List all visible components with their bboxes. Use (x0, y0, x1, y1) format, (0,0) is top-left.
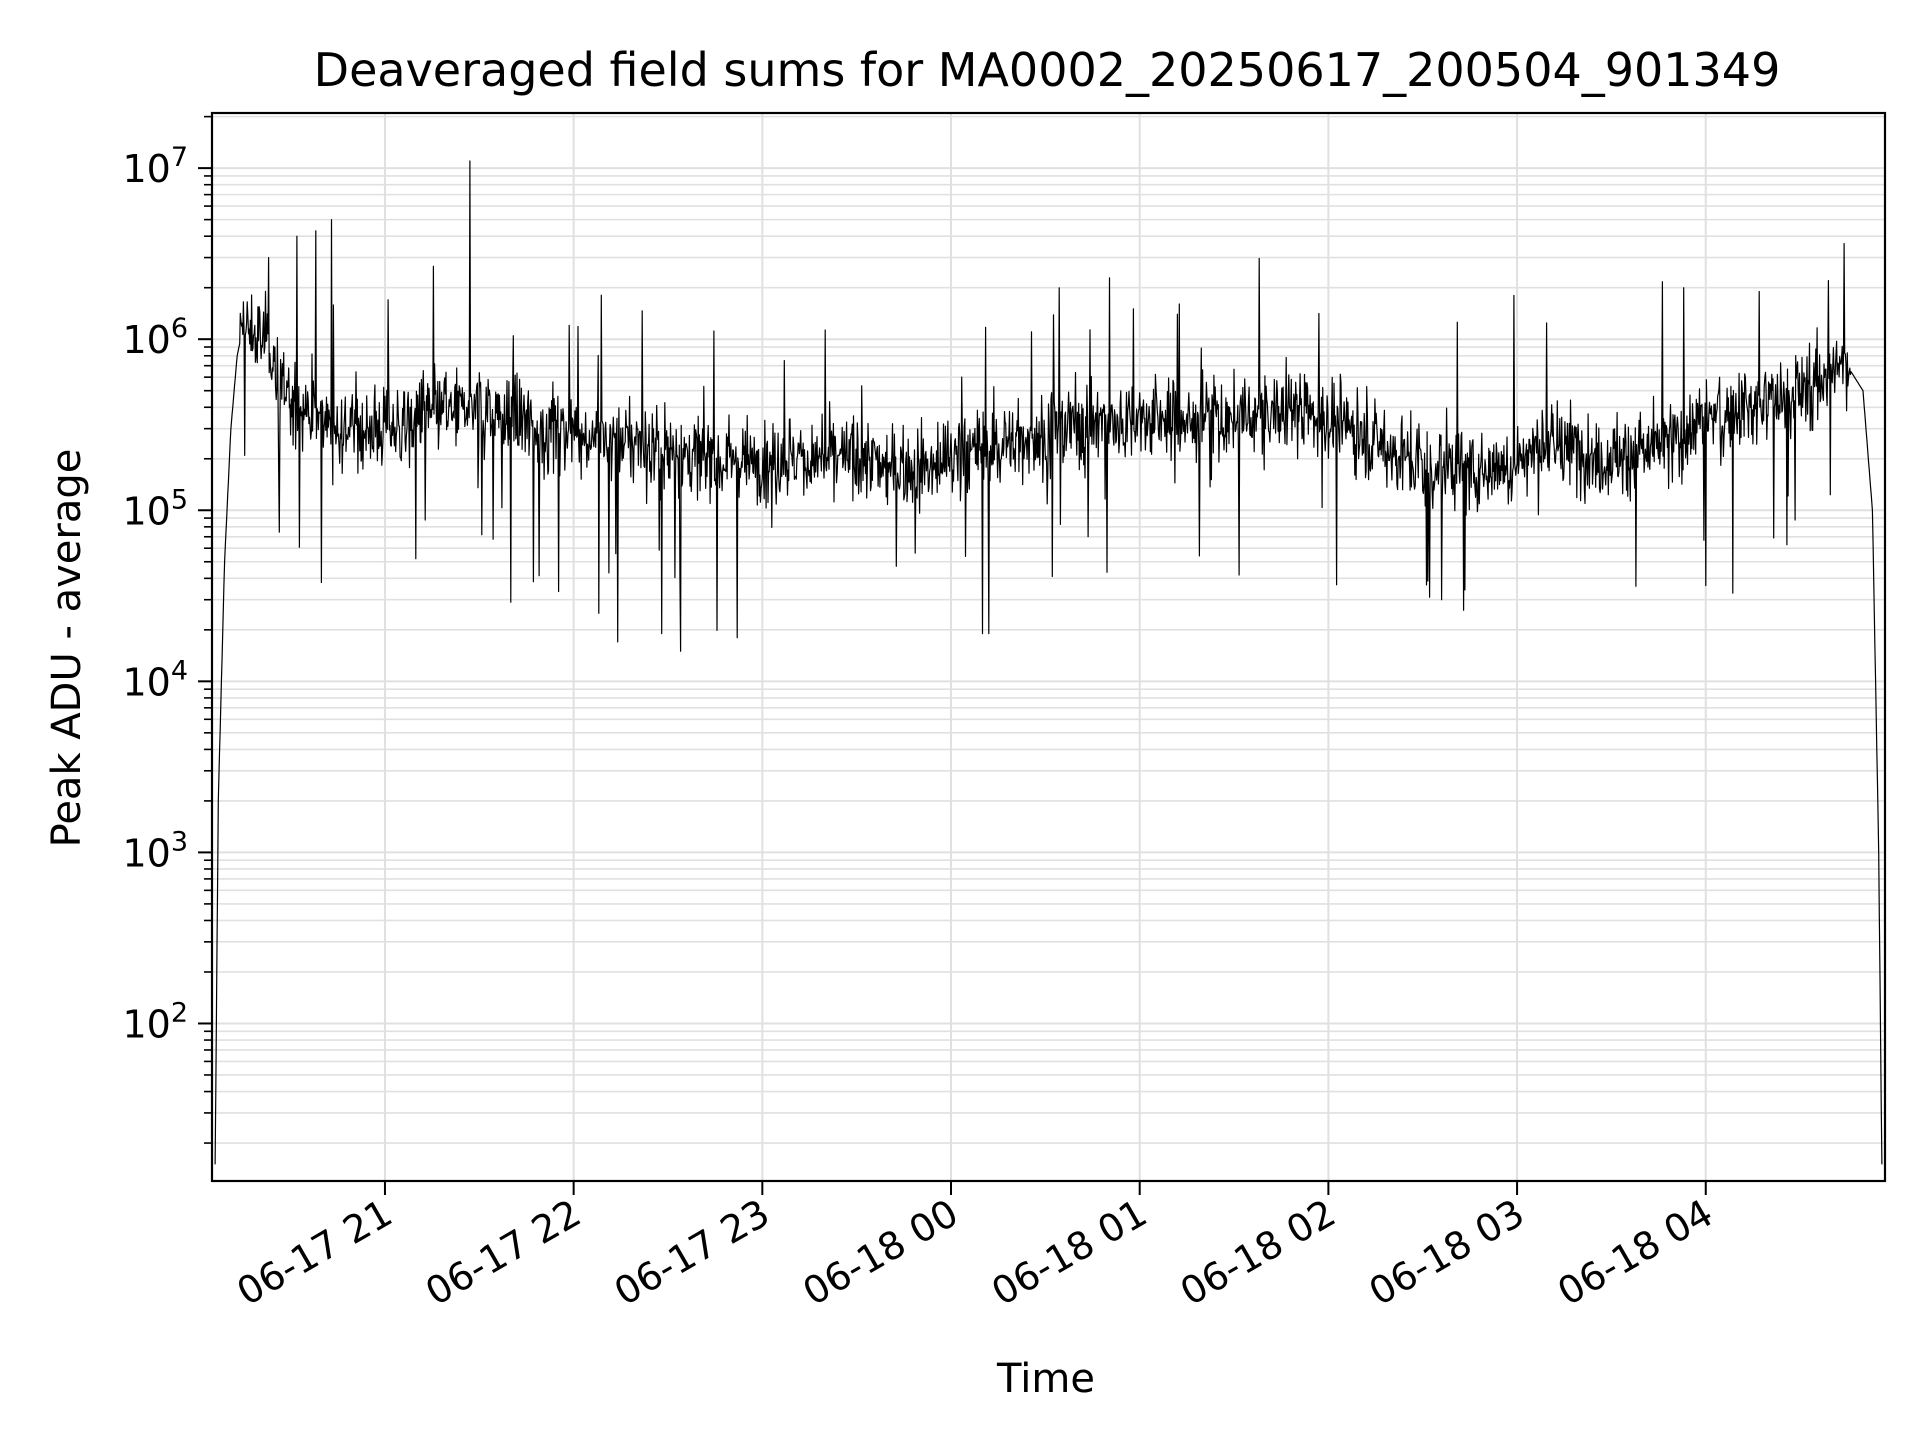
y-axis: 102 103 104 105 106 107 (122, 115, 212, 1144)
x-tick-label: 06-18 00 (796, 1191, 966, 1315)
x-tick-label: 06-18 02 (1173, 1191, 1343, 1315)
chart-title: Deaveraged field sums for MA0002_2025061… (314, 43, 1781, 97)
grid (212, 113, 1885, 1181)
x-tick-label: 06-17 23 (607, 1191, 777, 1315)
y-axis-label: Peak ADU - average (44, 449, 90, 848)
y-tick-label: 107 (122, 142, 188, 191)
x-tick-label: 06-17 22 (418, 1191, 588, 1315)
y-tick-label: 103 (122, 826, 188, 875)
x-tick-label: 06-18 01 (984, 1191, 1154, 1315)
x-tick-label: 06-18 04 (1550, 1191, 1720, 1315)
y-tick-label: 105 (122, 484, 188, 533)
y-tick-label: 104 (122, 655, 188, 704)
series-line (214, 160, 1883, 1165)
y-tick-label: 106 (122, 313, 188, 362)
y-tick-label: 102 (122, 997, 188, 1046)
plot-series (214, 160, 1883, 1165)
x-axis: 06-17 21 06-17 22 06-17 23 06-18 00 06-18 01… (229, 1181, 1720, 1314)
x-tick-label: 06-17 21 (229, 1191, 399, 1315)
plot-frame (210, 111, 1887, 1183)
x-tick-label: 06-18 03 (1362, 1191, 1532, 1315)
x-axis-label: Time (996, 1356, 1095, 1402)
